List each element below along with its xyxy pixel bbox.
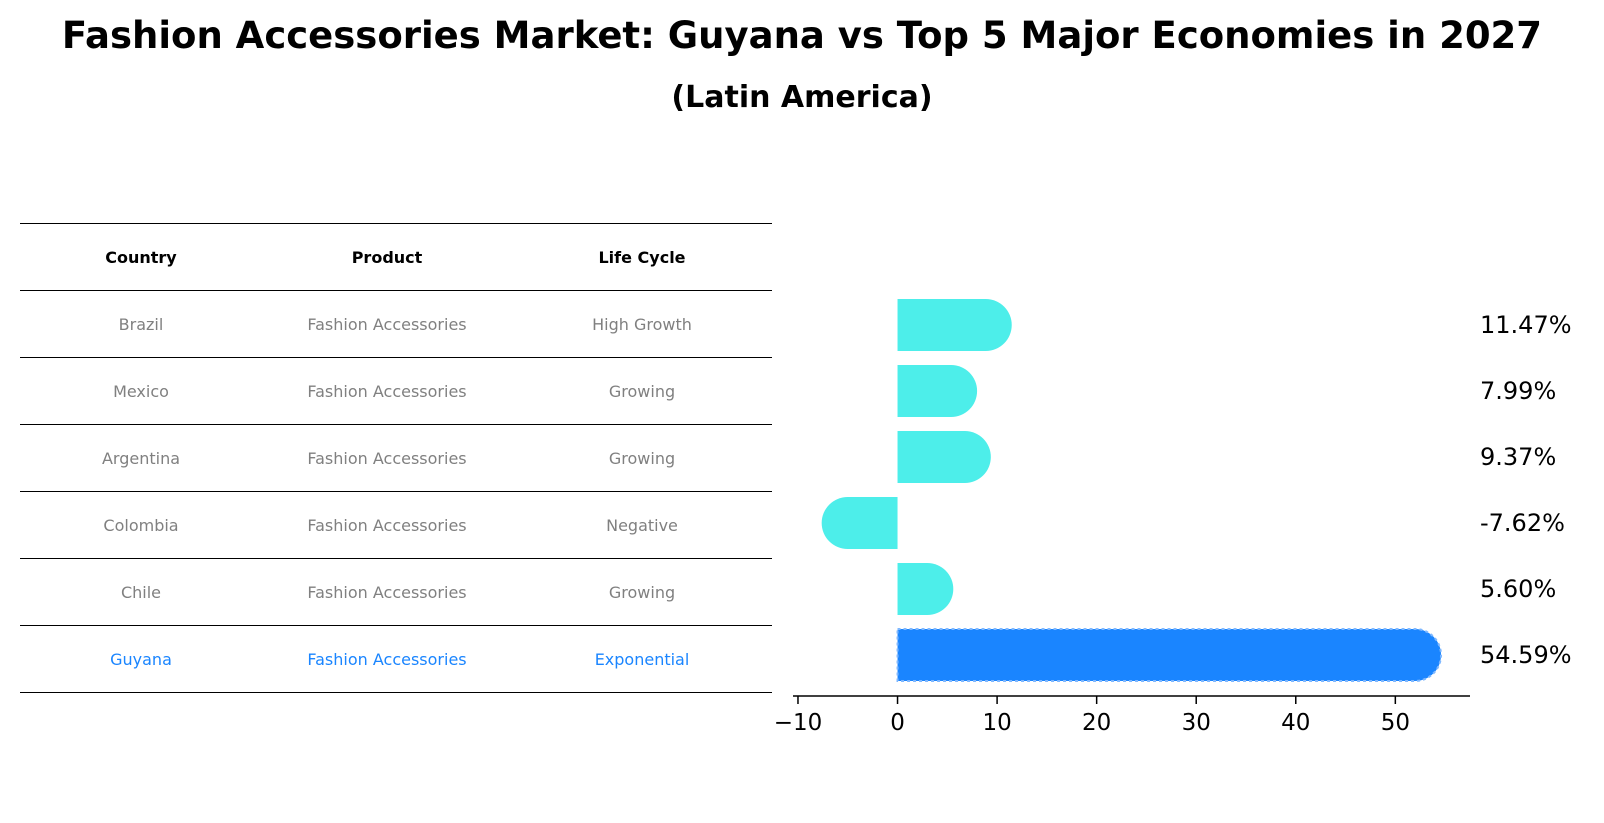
- cell-product: Fashion Accessories: [262, 357, 512, 425]
- x-tick-label: 50: [1381, 710, 1410, 736]
- value-label-chile: 5.60%: [1480, 575, 1556, 603]
- cell-product: Fashion Accessories: [262, 625, 512, 693]
- cell-country: Guyana: [20, 625, 262, 693]
- bar-chile: [897, 563, 954, 615]
- bar-argentina: [897, 431, 991, 483]
- cell-life-cycle: Growing: [512, 558, 772, 626]
- value-label-colombia: -7.62%: [1480, 509, 1565, 537]
- table-row: Argentina Fashion Accessories Growing: [20, 424, 772, 492]
- column-header-life-cycle: Life Cycle: [512, 223, 772, 291]
- value-label-brazil: 11.47%: [1480, 311, 1572, 339]
- x-tick-label: −10: [774, 710, 823, 736]
- x-tick-label: 30: [1182, 710, 1211, 736]
- table-row: Colombia Fashion Accessories Negative: [20, 491, 772, 559]
- table-row: Mexico Fashion Accessories Growing: [20, 357, 772, 425]
- bar-mexico: [897, 365, 978, 417]
- cell-product: Fashion Accessories: [262, 558, 512, 626]
- cell-life-cycle: High Growth: [512, 290, 772, 358]
- x-tick-label: 10: [982, 710, 1011, 736]
- value-label-mexico: 7.99%: [1480, 377, 1556, 405]
- cell-country: Brazil: [20, 290, 262, 358]
- x-tick-label: 40: [1281, 710, 1310, 736]
- cell-life-cycle: Negative: [512, 491, 772, 559]
- cell-country: Colombia: [20, 491, 262, 559]
- bar-guyana: [896, 628, 1443, 682]
- cell-country: Mexico: [20, 357, 262, 425]
- table-row: Brazil Fashion Accessories High Growth: [20, 290, 772, 358]
- x-tick-label: 20: [1082, 710, 1111, 736]
- table-row: Chile Fashion Accessories Growing: [20, 558, 772, 626]
- table-header-row: Country Product Life Cycle: [20, 223, 772, 291]
- life-cycle-table: Country Product Life Cycle Brazil Fashio…: [20, 223, 772, 693]
- bar-colombia: [821, 497, 898, 549]
- value-label-argentina: 9.37%: [1480, 443, 1556, 471]
- cell-product: Fashion Accessories: [262, 424, 512, 492]
- column-header-country: Country: [20, 223, 262, 291]
- cell-product: Fashion Accessories: [262, 491, 512, 559]
- cell-country: Argentina: [20, 424, 262, 492]
- bar-brazil: [897, 299, 1012, 351]
- value-label-guyana: 54.59%: [1480, 641, 1572, 669]
- cell-life-cycle: Growing: [512, 424, 772, 492]
- x-tick-label: 0: [890, 710, 905, 736]
- table-row-highlighted: Guyana Fashion Accessories Exponential: [20, 625, 772, 693]
- cell-life-cycle: Growing: [512, 357, 772, 425]
- column-header-product: Product: [262, 223, 512, 291]
- chart-title: Fashion Accessories Market: Guyana vs To…: [61, 14, 1543, 57]
- cell-product: Fashion Accessories: [262, 290, 512, 358]
- cell-life-cycle: Exponential: [512, 625, 772, 693]
- cell-country: Chile: [20, 558, 262, 626]
- chart-subtitle: (Latin America): [671, 80, 933, 115]
